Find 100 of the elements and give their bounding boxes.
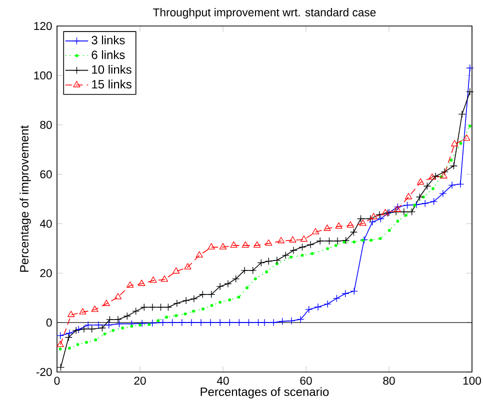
point: [103, 332, 106, 336]
point: [404, 192, 412, 200]
point: [115, 320, 124, 328]
point: [314, 303, 322, 311]
point: [102, 300, 110, 306]
legend-label: 10 links: [92, 64, 132, 74]
y-tick-label: 0: [46, 318, 52, 327]
point: [382, 209, 389, 216]
point: [282, 252, 290, 260]
point: [376, 210, 384, 218]
point: [290, 256, 293, 259]
point: [165, 316, 168, 319]
point: [403, 201, 412, 209]
point: [300, 235, 308, 242]
y-tick-label: 60: [40, 170, 52, 178]
point: [466, 64, 474, 72]
point: [208, 243, 215, 250]
point: [79, 308, 86, 314]
point: [184, 312, 187, 316]
legend-label: 6 links: [92, 50, 125, 60]
point: [164, 303, 172, 312]
point: [265, 239, 272, 246]
point: [346, 221, 354, 228]
point: [126, 281, 134, 288]
x-tick-label: 100: [463, 376, 481, 385]
point: [394, 206, 401, 212]
point: [66, 329, 74, 337]
point: [68, 346, 71, 350]
point: [306, 240, 314, 249]
point: [85, 340, 88, 344]
point: [396, 220, 400, 223]
y-tick-label: 80: [40, 120, 52, 129]
y-tick-label: -20: [36, 368, 52, 376]
point: [326, 247, 330, 250]
point: [182, 296, 190, 304]
point: [456, 180, 464, 188]
point: [430, 198, 438, 206]
point: [428, 173, 436, 180]
point: [106, 316, 114, 324]
point: [450, 162, 458, 170]
point: [296, 316, 304, 324]
x-tick-label: 80: [383, 376, 395, 385]
point: [359, 220, 366, 226]
point: [208, 290, 216, 298]
point: [138, 280, 146, 286]
point: [422, 196, 425, 198]
point: [156, 303, 165, 312]
point: [466, 88, 474, 96]
point: [440, 168, 448, 176]
point: [300, 254, 304, 257]
point: [458, 110, 466, 118]
point: [416, 178, 424, 185]
point: [312, 228, 320, 234]
point: [94, 338, 98, 342]
x-tick-label: 60: [300, 376, 312, 385]
y-axis-title: Percentage of improvement: [20, 125, 31, 272]
point: [56, 363, 65, 372]
point: [80, 325, 88, 333]
point: [216, 282, 224, 290]
point: [450, 158, 453, 162]
point: [370, 212, 378, 220]
point: [72, 326, 80, 334]
point: [130, 324, 134, 328]
point: [198, 290, 206, 298]
point: [224, 280, 232, 288]
point: [416, 193, 424, 201]
x-tick-label: 40: [216, 376, 229, 385]
point: [404, 214, 408, 217]
point: [114, 293, 122, 300]
point: [246, 286, 249, 290]
point: [254, 277, 257, 280]
x-axis-title: Percentages of scenario: [200, 387, 329, 398]
point: [249, 266, 257, 274]
point: [94, 321, 102, 329]
point: [325, 237, 334, 245]
x-tick-label: 20: [134, 376, 146, 385]
point: [172, 267, 180, 274]
point: [350, 228, 358, 236]
point: [448, 181, 456, 189]
point: [342, 240, 346, 244]
point: [242, 241, 249, 248]
point: [68, 310, 75, 318]
point: [316, 237, 324, 245]
point: [439, 190, 447, 198]
point: [332, 294, 341, 302]
point: [273, 256, 281, 264]
point: [192, 310, 195, 313]
point: [98, 324, 106, 332]
point: [400, 208, 408, 216]
point: [112, 329, 114, 332]
point: [421, 200, 429, 208]
point: [352, 240, 356, 244]
point: [463, 134, 470, 141]
point: [121, 326, 124, 330]
point: [253, 241, 261, 248]
point: [432, 187, 434, 190]
point: [173, 299, 181, 308]
point: [265, 270, 268, 274]
point: [150, 276, 157, 283]
point: [114, 316, 122, 324]
